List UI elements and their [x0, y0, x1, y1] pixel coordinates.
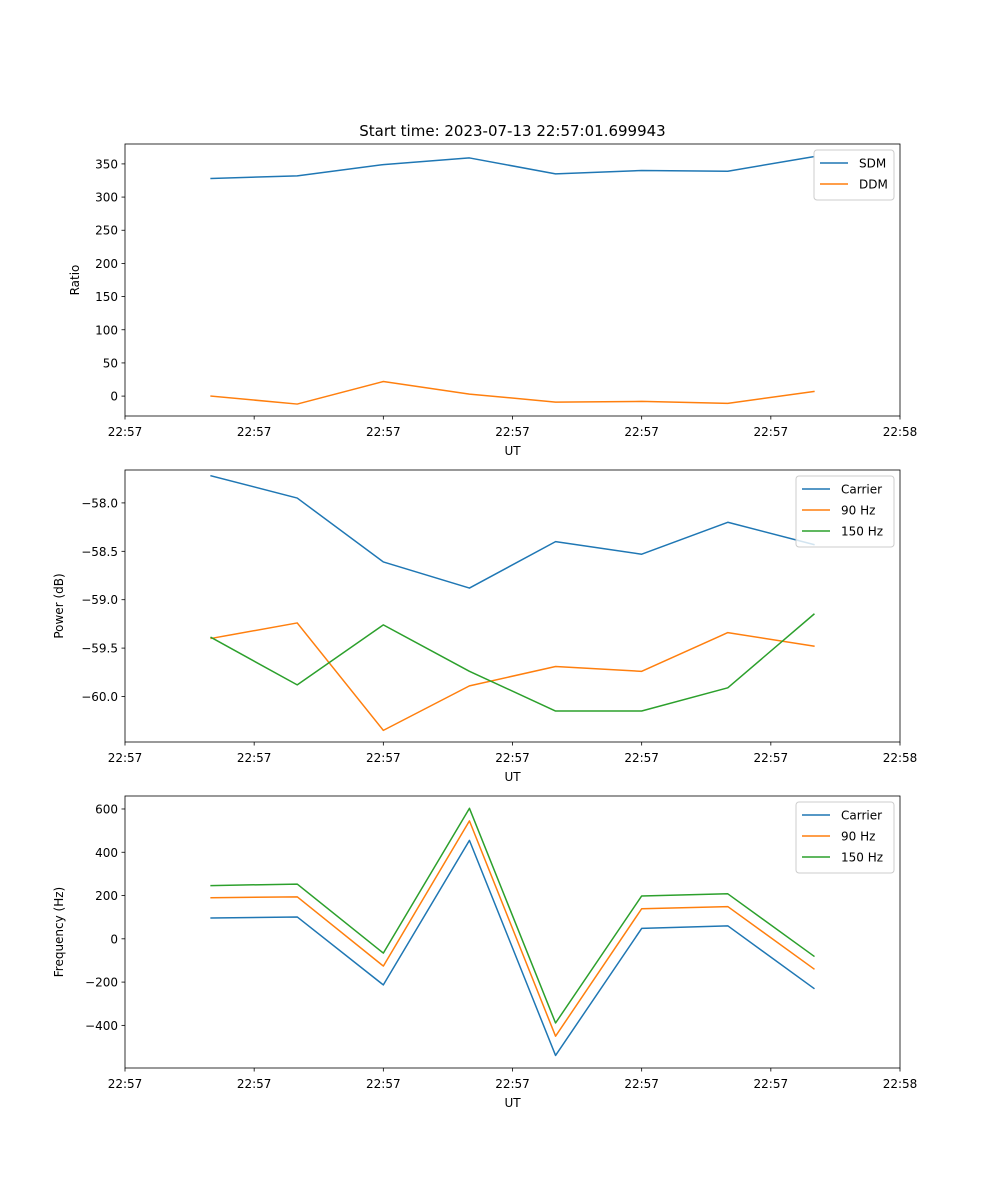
subplot-1: 22:57 22:57 22:57 22:57 22:57 22:57 22:58 0 50 10… [68, 143, 918, 458]
x-tick-label: 22:57 [624, 751, 659, 765]
x-tick-label: 22:57 [366, 751, 401, 765]
y-tick-label: 350 [95, 157, 118, 171]
y-axis-label: Power (dB) [52, 573, 66, 638]
x-tick-label: 22:58 [883, 1077, 918, 1091]
x-tick-label: 22:57 [754, 425, 789, 439]
y-tick-label: −58.0 [81, 496, 118, 510]
legend: Carrier 90 Hz 150 Hz [795, 801, 895, 874]
series-line-90-hz [210, 622, 815, 732]
x-tick-label: 22:57 [624, 1077, 659, 1091]
y-tick-label: 400 [95, 846, 118, 860]
x-tick-label: 22:57 [237, 1077, 272, 1091]
series-line-sdm [210, 155, 815, 180]
series-line-carrier [210, 839, 815, 1057]
legend-label: 150 Hz [841, 851, 883, 865]
y-tick-label: −59.5 [81, 642, 118, 656]
series-line-carrier [210, 474, 815, 589]
x-tick-label: 22:57 [108, 1077, 143, 1091]
subplot-2: 22:57 22:57 22:57 22:57 22:57 22:57 22:58 −58.0… [52, 469, 918, 784]
axes-frame [124, 469, 901, 743]
y-tick-label: 0 [110, 390, 118, 404]
legend-label: 90 Hz [841, 830, 875, 844]
x-tick-label: 22:57 [495, 1077, 530, 1091]
legend-label: Carrier [841, 809, 882, 823]
axes-frame [124, 143, 901, 417]
x-tick-label: 22:57 [108, 751, 143, 765]
x-tick-label: 22:58 [883, 751, 918, 765]
y-axis-label: Frequency (Hz) [52, 887, 66, 978]
x-tick-label: 22:57 [754, 751, 789, 765]
x-axis-label: UT [504, 1096, 521, 1110]
y-tick-label: 150 [95, 290, 118, 304]
axes-frame [124, 795, 901, 1069]
x-tick-label: 22:57 [237, 425, 272, 439]
series-line-ddm [210, 380, 815, 405]
y-axis-label: Ratio [68, 265, 82, 296]
x-axis-label: UT [504, 770, 521, 784]
x-tick-label: 22:57 [624, 425, 659, 439]
y-tick-label: −400 [85, 1019, 118, 1033]
y-tick-label: −200 [85, 976, 118, 990]
x-tick-label: 22:57 [237, 751, 272, 765]
legend-label: Carrier [841, 483, 882, 497]
series-line-150-hz [210, 613, 815, 712]
y-tick-label: 100 [95, 323, 118, 337]
legend: Carrier 90 Hz 150 Hz [795, 475, 895, 548]
legend-box [795, 801, 895, 874]
legend: SDM DDM [813, 149, 895, 201]
series-line-150-hz [210, 807, 815, 1024]
legend-label: 90 Hz [841, 504, 875, 518]
x-tick-label: 22:57 [366, 425, 401, 439]
legend-label: 150 Hz [841, 525, 883, 539]
series-line-90-hz [210, 820, 815, 1037]
y-tick-label: 0 [110, 932, 118, 946]
y-tick-label: 200 [95, 257, 118, 271]
y-tick-label: −58.5 [81, 545, 118, 559]
x-tick-label: 22:57 [108, 425, 143, 439]
x-tick-label: 22:58 [883, 425, 918, 439]
subplot-3: 22:57 22:57 22:57 22:57 22:57 22:57 22:58 600 40… [52, 795, 918, 1110]
x-axis-label: UT [504, 444, 521, 458]
legend-box [795, 475, 895, 548]
x-tick-label: 22:57 [366, 1077, 401, 1091]
y-tick-label: 250 [95, 224, 118, 238]
y-tick-label: 50 [103, 356, 118, 370]
chart-title: Start time: 2023-07-13 22:57:01.699943 [359, 122, 665, 140]
x-tick-label: 22:57 [495, 425, 530, 439]
y-tick-label: −59.0 [81, 593, 118, 607]
y-tick-label: 300 [95, 191, 118, 205]
x-tick-label: 22:57 [495, 751, 530, 765]
legend-label: SDM [859, 157, 886, 171]
y-tick-label: 600 [95, 802, 118, 816]
y-tick-label: −60.0 [81, 690, 118, 704]
legend-label: DDM [859, 178, 888, 192]
y-tick-label: 200 [95, 889, 118, 903]
x-tick-label: 22:57 [754, 1077, 789, 1091]
